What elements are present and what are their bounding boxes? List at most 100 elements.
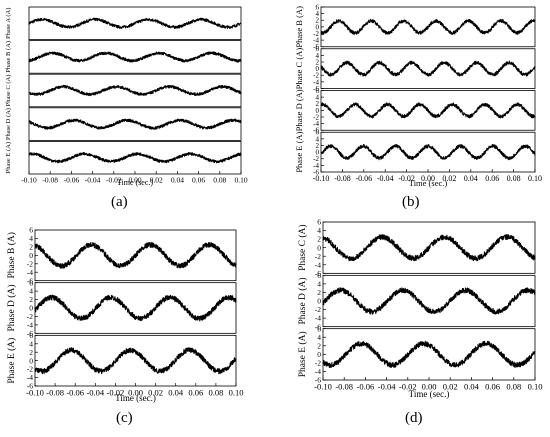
- x-tick-label: -0.02: [107, 388, 125, 398]
- y-tick-label: -6: [315, 376, 321, 385]
- y-tick-label: 4: [316, 135, 320, 143]
- y-tick-label: 2: [316, 58, 320, 66]
- x-tick-label: 0.10: [528, 174, 542, 183]
- y-tick-label: 6: [316, 3, 320, 11]
- x-tick-label: -0.06: [355, 174, 372, 183]
- series-line: [320, 60, 536, 77]
- y-tick-label: 6: [317, 218, 321, 227]
- x-tick-label: -0.02: [398, 174, 415, 183]
- series-label: Phase E (A): [294, 131, 304, 172]
- series-line: [320, 144, 536, 161]
- x-tick-label: -0.02: [399, 382, 417, 392]
- series-line: [34, 347, 237, 375]
- y-tick-label: -4: [27, 268, 33, 277]
- y-tick-label: 0: [316, 149, 320, 157]
- x-tick-label: 0.06: [485, 174, 499, 183]
- y-tick-label: 4: [316, 10, 320, 18]
- x-tick-label: 0.00: [128, 388, 143, 398]
- y-tick-label: 2: [316, 142, 320, 150]
- y-tick-label: 0: [29, 251, 33, 260]
- y-tick-label: 4: [29, 287, 33, 296]
- y-tick-label: -2: [27, 312, 33, 321]
- y-tick-label: 6: [316, 45, 320, 53]
- y-tick-label: -4: [313, 120, 319, 128]
- series-label: Phase D (A): [297, 278, 308, 325]
- x-tick-label: -0.08: [335, 382, 353, 392]
- x-tick-label: -0.02: [106, 176, 122, 185]
- y-tick-label: 0: [316, 107, 320, 115]
- y-tick-label: -2: [315, 305, 321, 314]
- x-tick-label: 0.08: [213, 176, 226, 185]
- series-label: Phase C (A): [297, 224, 308, 270]
- y-tick-label: 6: [317, 271, 321, 280]
- x-tick-label: 0.04: [464, 174, 478, 183]
- y-tick-label: 4: [29, 234, 33, 243]
- y-tick-label: 2: [316, 17, 320, 25]
- y-tick-label: 6: [29, 226, 33, 235]
- y-tick-label: -4: [315, 314, 321, 323]
- series-line: [320, 18, 536, 35]
- y-tick-label: 2: [317, 341, 321, 350]
- y-tick-label: 0: [316, 65, 320, 73]
- y-tick-label: 0: [317, 243, 321, 252]
- x-tick-label: -0.10: [21, 176, 37, 185]
- series-line: [322, 340, 536, 369]
- series-label: Phase D (A): [294, 89, 304, 131]
- y-tick-label: -6: [315, 322, 321, 331]
- y-tick-label: 0: [317, 350, 321, 359]
- x-tick-label: -0.08: [42, 176, 58, 185]
- y-tick-label: -6: [313, 85, 319, 93]
- x-axis-label: Time (sec.): [115, 393, 156, 403]
- caption-b: (b): [402, 194, 420, 210]
- x-tick-label: -0.08: [46, 388, 64, 398]
- caption-a: (a): [111, 194, 128, 210]
- x-tick-label: 0.08: [208, 388, 223, 398]
- series-label: Phase B (A): [5, 41, 12, 73]
- x-tick-label: 0.08: [506, 382, 521, 392]
- subplot-frame: [28, 73, 242, 108]
- series-line: [34, 294, 237, 322]
- x-tick-label: -0.10: [26, 388, 44, 398]
- series-label: Phase C (A): [5, 75, 12, 107]
- caption-d: (d): [405, 410, 423, 426]
- y-tick-label: 0: [29, 356, 33, 365]
- series-label: Phase E (A): [6, 338, 17, 384]
- x-tick-label: 0.00: [128, 176, 141, 185]
- x-tick-label: 0.10: [234, 176, 247, 185]
- y-tick-label: 6: [317, 324, 321, 333]
- x-tick-label: 0.06: [192, 176, 205, 185]
- series-line: [322, 287, 536, 315]
- y-tick-label: -6: [27, 382, 33, 391]
- y-tick-label: -2: [27, 365, 33, 374]
- series-label: Phase D (A): [5, 108, 12, 140]
- y-tick-label: 4: [317, 226, 321, 235]
- y-tick-label: 4: [316, 94, 320, 102]
- y-tick-label: 6: [29, 278, 33, 287]
- series-line: [28, 17, 242, 29]
- y-tick-label: -4: [27, 321, 33, 330]
- series-label: Phase E (A): [297, 331, 308, 377]
- y-tick-label: -2: [315, 252, 321, 261]
- y-tick-label: 4: [317, 333, 321, 342]
- series-line: [28, 84, 242, 97]
- x-tick-label: -0.06: [64, 176, 80, 185]
- caption-c: (c): [116, 410, 133, 426]
- x-tick-label: -0.04: [85, 176, 101, 185]
- y-tick-label: 2: [317, 288, 321, 297]
- x-tick-label: 0.02: [443, 382, 458, 392]
- y-tick-label: -4: [313, 78, 319, 86]
- x-tick-label: -0.04: [377, 174, 394, 183]
- y-tick-label: -2: [313, 72, 319, 80]
- y-tick-label: -4: [313, 162, 319, 170]
- x-tick-label: -0.08: [334, 174, 351, 183]
- x-tick-label: 0.06: [485, 382, 500, 392]
- y-tick-label: -2: [313, 155, 319, 163]
- y-tick-label: -4: [27, 373, 33, 382]
- series-label: Phase E (A): [5, 142, 12, 173]
- x-tick-label: 0.06: [188, 388, 203, 398]
- series-line: [28, 118, 242, 130]
- x-tick-label: 0.04: [171, 176, 184, 185]
- y-tick-label: -4: [315, 367, 321, 376]
